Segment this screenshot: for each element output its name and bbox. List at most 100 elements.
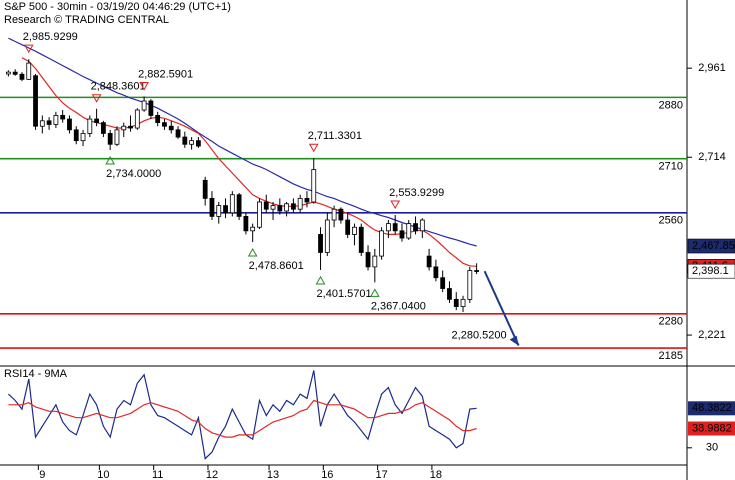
candle-body — [223, 205, 228, 214]
candle-body — [26, 62, 32, 80]
candle-body — [168, 125, 174, 131]
candle-body — [474, 270, 480, 272]
candle-body — [419, 219, 425, 232]
low-label: 2,734.0000 — [106, 168, 161, 180]
candle-body — [372, 255, 378, 268]
candle-body — [243, 216, 249, 232]
candle-body — [331, 208, 337, 221]
candle-body — [39, 120, 45, 127]
candle-body — [385, 223, 391, 232]
x-tick-label: 9 — [39, 469, 45, 480]
high-marker — [139, 81, 149, 91]
y-tick-label: 2,961 — [698, 62, 726, 74]
candle-body — [297, 197, 303, 210]
high-marker — [390, 200, 401, 209]
low-marker — [315, 275, 326, 285]
high-label: 2,882.5901 — [138, 68, 193, 80]
value-box-label: 48.3822 — [692, 402, 732, 414]
candle-body — [189, 140, 195, 145]
candle-body — [209, 197, 215, 217]
low-marker — [247, 248, 258, 257]
target-arrow — [483, 270, 520, 347]
candle-body — [73, 129, 79, 142]
candle-body — [460, 298, 466, 307]
y-tick-label: 30 — [706, 442, 718, 454]
candle-body — [270, 205, 276, 210]
value-box — [687, 263, 735, 279]
x-tick-label: 17 — [375, 469, 387, 480]
candle-body — [148, 100, 154, 116]
candle-body — [80, 133, 86, 142]
candle-body — [134, 109, 140, 129]
low-marker — [105, 156, 116, 165]
line-series — [8, 399, 477, 438]
chart-subtitle: Research © TRADING CENTRAL — [4, 14, 169, 26]
level-label: 2710 — [659, 161, 683, 173]
level-label: 2560 — [659, 215, 683, 227]
candle-body — [453, 298, 459, 307]
candle-body — [33, 75, 38, 127]
candle-body — [467, 270, 473, 300]
candle-body — [107, 133, 113, 145]
x-tick-label: 11 — [152, 469, 163, 480]
value-box — [688, 401, 735, 416]
low-label: 2,367.0400 — [371, 300, 426, 312]
candle-body — [67, 118, 72, 131]
candle-body — [413, 223, 418, 232]
target-label: 2,280.5200 — [452, 330, 507, 342]
arrow-head — [509, 335, 519, 346]
candle-body — [94, 118, 100, 124]
candle-body — [19, 73, 25, 80]
candle-body — [379, 230, 385, 257]
candle-body — [202, 179, 208, 199]
high-marker — [91, 94, 102, 103]
candle-body — [311, 169, 317, 203]
candle-body — [250, 226, 256, 232]
candle-body — [277, 205, 283, 212]
candle-body — [399, 230, 405, 239]
candle-body — [440, 277, 446, 289]
candle-body — [392, 223, 398, 232]
candle-body — [5, 71, 11, 75]
candle-body — [175, 129, 181, 138]
value-box-label: 2,398.1 — [692, 265, 729, 277]
x-tick-label: 13 — [267, 469, 279, 480]
candle-body — [447, 288, 452, 300]
x-tick-label: 16 — [321, 469, 333, 480]
x-tick-label: 12 — [206, 469, 218, 480]
candle-body — [60, 115, 66, 120]
value-box-label: 38.9882 — [692, 422, 732, 434]
y-tick-label: 2,221 — [698, 329, 726, 341]
x-tick-label: 18 — [430, 469, 442, 480]
low-marker — [369, 288, 380, 297]
candle-body — [229, 194, 235, 214]
line-series — [8, 37, 477, 247]
candle-body — [216, 205, 222, 217]
candle-body — [182, 136, 188, 145]
candle-body — [236, 194, 242, 217]
y-tick-label: 2,714 — [698, 151, 726, 163]
value-box — [688, 421, 735, 436]
candle-body — [12, 71, 18, 75]
candle-body — [155, 115, 161, 124]
low-label: 2,401.5701 — [317, 288, 372, 300]
candle-body — [290, 203, 296, 210]
candle-body — [53, 115, 59, 125]
candle-body — [195, 140, 201, 147]
candle-body — [141, 100, 147, 111]
candle-body — [304, 197, 310, 203]
candle-body — [433, 266, 439, 279]
value-box — [687, 238, 735, 254]
candle-body — [345, 219, 351, 235]
candle-body — [46, 120, 52, 125]
high-marker — [23, 44, 34, 54]
rsi-title: RSI14 - 9MA — [4, 368, 68, 380]
candle-body — [318, 234, 323, 253]
candle-body — [87, 118, 93, 134]
candle-body — [162, 122, 167, 127]
candle-body — [100, 122, 106, 134]
candle-body — [358, 226, 364, 253]
candle-body — [128, 125, 133, 129]
